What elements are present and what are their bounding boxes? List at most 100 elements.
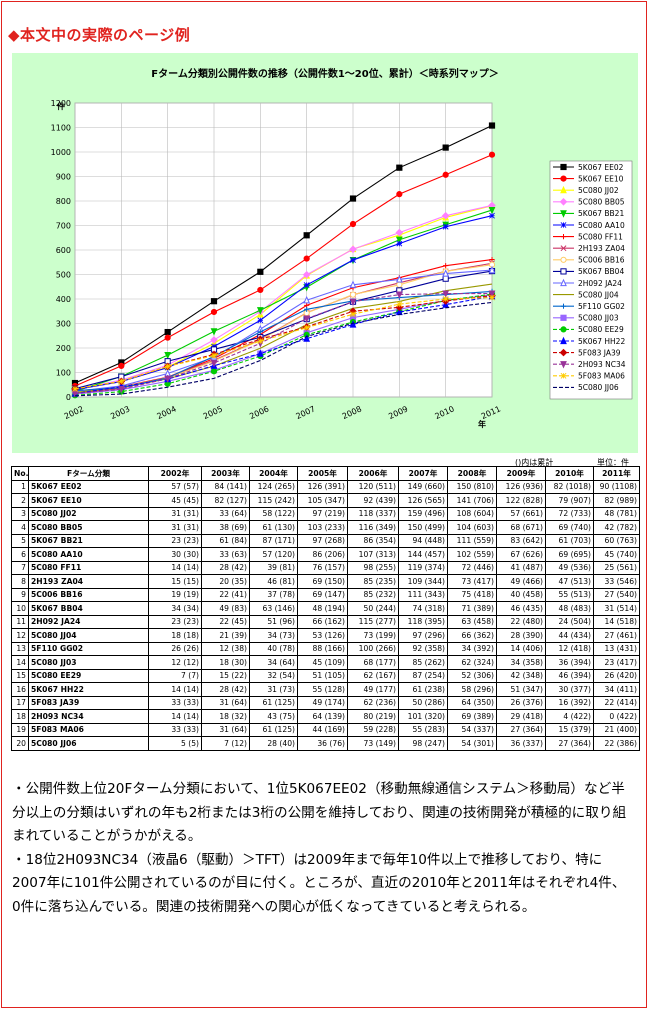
table-row: 17 5F083 JA39 33 (33) 31 (64) 61 (125) 49 (17…	[11, 695, 640, 710]
count-cell: 50 (244)	[347, 601, 399, 616]
count-cell: 49 (536)	[545, 560, 594, 575]
data-point	[349, 245, 357, 254]
table-row: 18 2H093 NC34 14 (14) 18 (32) 43 (75) 64 (139…	[11, 709, 640, 724]
count-cell: 15 (379)	[545, 722, 594, 737]
count-cell: 55 (513)	[545, 587, 594, 602]
chart-title: Fターム分類別公開件数の推移（公開件数1～20位、累計）＜時系列マップ＞	[151, 69, 499, 80]
commentary: ・公開件数上位20Fターム分類において、1位5K067EE02（移動無線通信シス…	[12, 778, 634, 919]
count-cell: 115 (242)	[249, 493, 298, 508]
table-row: 12 5C080 JJ04 18 (18) 21 (39) 34 (73) 53 (126…	[11, 628, 640, 643]
count-cell: 46 (394)	[545, 668, 594, 683]
count-cell: 51 (105)	[297, 668, 348, 683]
count-cell: 21 (400)	[593, 722, 640, 737]
count-cell: 49 (177)	[347, 682, 399, 697]
count-cell: 76 (157)	[297, 560, 348, 575]
count-cell: 19 (19)	[148, 587, 202, 602]
table-row: 16 5K067 HH22 14 (14) 28 (42) 31 (73) 55 (128…	[11, 682, 640, 697]
data-point	[117, 386, 125, 394]
table-row: 15 5C080 EE29 7 (7) 15 (22) 32 (54) 51 (105) 6…	[11, 668, 640, 683]
legend-label: 5K067 EE10	[578, 174, 624, 183]
legend-marker	[560, 372, 567, 379]
count-cell: 73 (199)	[347, 628, 399, 643]
x-tick-label: 2005	[202, 404, 224, 421]
comment-2: ・18位2H093NC34（液晶6（駆動）＞TFT）は2009年まで毎年10件以…	[12, 851, 626, 915]
count-cell: 26 (26)	[148, 641, 202, 656]
count-cell: 20 (35)	[201, 574, 250, 589]
count-cell: 55 (128)	[297, 682, 348, 697]
count-cell: 64 (139)	[297, 709, 348, 724]
x-tick-label: 2011	[480, 404, 502, 421]
count-cell: 51 (96)	[249, 614, 298, 629]
table-header-cell: 2008年	[447, 466, 497, 481]
table-row: 2 5K067 EE10 45 (45) 82 (127) 115 (242) 105 (…	[11, 493, 640, 508]
count-cell: 87 (254)	[398, 668, 448, 683]
count-cell: 28 (390)	[496, 628, 546, 643]
rank-cell: 12	[11, 628, 29, 643]
count-cell: 57 (120)	[249, 547, 298, 562]
count-cell: 149 (660)	[398, 479, 448, 494]
rank-cell: 15	[11, 668, 29, 683]
count-cell: 107 (313)	[347, 547, 399, 562]
table-header-cell: 2005年	[297, 466, 348, 481]
legend-marker	[560, 234, 567, 240]
series-line	[74, 290, 493, 392]
data-point	[349, 298, 357, 306]
count-cell: 80 (219)	[347, 709, 399, 724]
data-table: No. Fターム分類 2002年 2003年 2004年 2005年 2006年 2007年 2…	[11, 466, 640, 751]
count-cell: 46 (435)	[496, 601, 546, 616]
count-cell: 58 (296)	[447, 682, 497, 697]
count-cell: 61 (238)	[398, 682, 448, 697]
table-unit: 単位：件	[597, 458, 629, 467]
count-cell: 31 (31)	[148, 520, 202, 535]
data-point	[210, 336, 218, 344]
data-point	[488, 206, 496, 215]
count-cell: 69 (740)	[545, 520, 594, 535]
series-line	[74, 204, 493, 390]
data-point	[350, 311, 356, 318]
table-note: ()内は累計	[515, 458, 554, 467]
data-point	[210, 328, 218, 336]
y-tick-label: 600	[56, 246, 71, 255]
fterm-cell: 5C080 JJ06	[28, 736, 149, 751]
y-tick-label: 700	[56, 222, 71, 231]
table-header-cell: 2009年	[496, 466, 546, 481]
count-cell: 86 (354)	[347, 533, 399, 548]
count-cell: 85 (262)	[398, 655, 448, 670]
count-cell: 45 (45)	[148, 493, 202, 508]
count-cell: 34 (64)	[249, 655, 298, 670]
table-row: 8 2H193 ZA04 15 (15) 20 (35) 46 (81) 69 (150)…	[11, 574, 640, 589]
data-point	[256, 349, 264, 357]
data-point	[72, 385, 78, 392]
rank-cell: 4	[11, 520, 29, 535]
count-cell: 41 (487)	[496, 560, 546, 575]
count-cell: 43 (75)	[249, 709, 298, 724]
count-cell: 83 (642)	[496, 533, 546, 548]
count-cell: 88 (166)	[297, 641, 348, 656]
series-line	[74, 125, 493, 384]
data-point	[350, 257, 356, 263]
count-cell: 14 (518)	[593, 614, 640, 629]
count-cell: 49 (466)	[496, 574, 546, 589]
data-point	[442, 144, 449, 151]
data-point	[443, 263, 449, 269]
count-cell: 82 (127)	[201, 493, 250, 508]
count-cell: 31 (64)	[201, 722, 250, 737]
fterm-cell: 5C006 BB16	[28, 587, 149, 602]
y-tick-label: 300	[56, 320, 71, 329]
data-point	[257, 329, 263, 335]
count-cell: 97 (219)	[297, 506, 348, 521]
count-cell: 61 (703)	[545, 533, 594, 548]
table-header-cell: 2004年	[249, 466, 298, 481]
legend-label: 5K067 HH22	[578, 337, 625, 346]
legend-marker	[560, 314, 567, 321]
x-tick-label: 2002	[63, 404, 85, 421]
y-tick-label: 400	[56, 295, 71, 304]
count-cell: 15 (22)	[201, 668, 250, 683]
count-cell: 46 (81)	[249, 574, 298, 589]
x-tick-label: 2003	[109, 404, 131, 421]
count-cell: 18 (30)	[201, 655, 250, 670]
legend-label: 5C080 JJ06	[578, 383, 619, 392]
count-cell: 116 (349)	[347, 520, 399, 535]
count-cell: 64 (350)	[447, 695, 497, 710]
count-cell: 62 (167)	[347, 668, 399, 683]
